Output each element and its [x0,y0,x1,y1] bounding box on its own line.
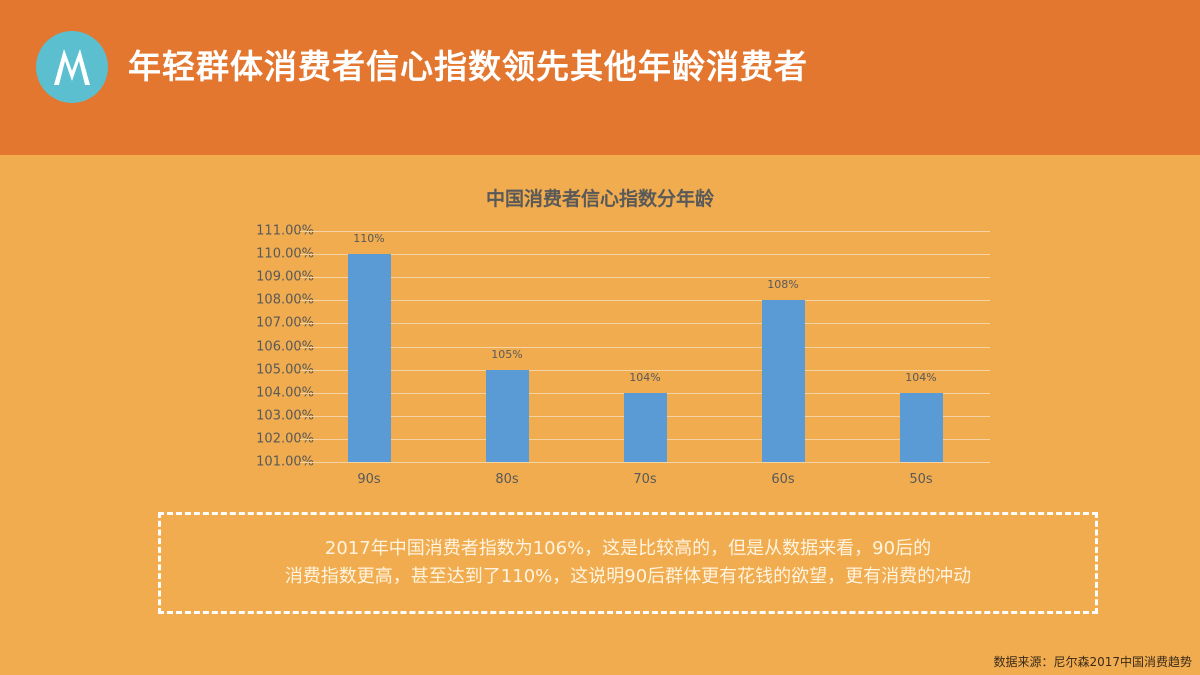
gridline [300,231,990,232]
gridline [300,300,990,302]
y-tick-label: 107.00% [256,315,314,331]
y-tick-label: 108.00% [256,292,314,308]
bar-60s [761,300,805,462]
bar-80s [485,369,529,462]
bar-data-label: 105% [491,347,523,361]
x-tick-label: 80s [495,472,519,487]
x-tick-label: 60s [771,472,795,487]
bar-data-label: 104% [629,370,661,384]
note-line-2: 消费指数更高，甚至达到了110%，这说明90后群体更有花钱的欲望，更有消费的冲动 [284,566,972,587]
y-tick-label: 104.00% [256,385,314,401]
chart-plot-area: 110% 105% 104% 108% 104% [300,231,990,463]
y-tick-label: 106.00% [256,339,314,354]
gridline [300,462,990,463]
gridline [300,254,990,256]
y-tick-label: 109.00% [256,269,314,285]
bar-90s [347,254,391,462]
bar-data-label: 110% [353,232,385,246]
note-box: 2017年中国消费者指数为106%，这是比较高的，但是从数据来看，90后的 消费… [158,512,1098,614]
note-line-1: 2017年中国消费者指数为106%，这是比较高的，但是从数据来看，90后的 [324,538,932,559]
motorola-logo-icon [36,31,108,103]
header-band: 年轻群体消费者信心指数领先其他年龄消费者 [0,0,1200,155]
gridline [300,346,990,348]
bar-50s [899,392,943,462]
bar-data-label: 108% [767,278,799,292]
gridline [300,277,990,279]
x-tick-label: 70s [633,472,657,487]
y-tick-label: 111.00% [256,223,314,239]
chart-title: 中国消费者信心指数分年龄 [485,188,714,210]
data-source: 数据来源：尼尔森2017中国消费趋势 [993,655,1192,669]
gridline [300,369,990,371]
y-tick-label: 103.00% [256,408,314,424]
gridline [300,323,990,325]
page-title: 年轻群体消费者信心指数领先其他年龄消费者 [128,47,808,86]
x-tick-label: 50s [909,472,933,487]
y-tick-label: 102.00% [256,431,314,447]
y-tick-label: 105.00% [256,362,314,378]
bar-data-label: 104% [905,370,937,384]
y-tick-label: 110.00% [256,246,314,262]
bar-70s [623,392,667,462]
y-tick-label: 101.00% [256,454,314,470]
x-tick-label: 90s [357,472,381,487]
